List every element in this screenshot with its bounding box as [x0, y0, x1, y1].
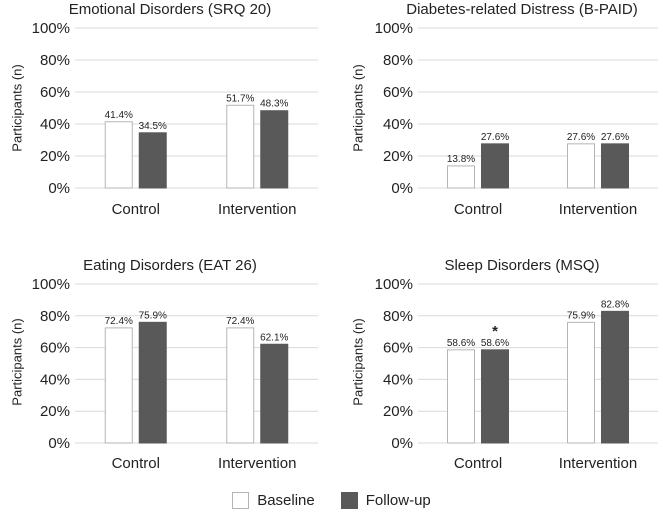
panel-2-y-tick-label: 80% — [383, 52, 413, 69]
panel-4-significance-marker: * — [492, 323, 498, 340]
panel-1-data-label: 34.5% — [139, 121, 167, 132]
panel-4-data-label: 82.8% — [601, 299, 629, 310]
panel-3-bar-followup-control — [138, 321, 167, 444]
panel-3-y-tick-label: 100% — [32, 276, 70, 293]
panel-1-data-label: 41.4% — [105, 110, 133, 121]
legend-label-baseline: Baseline — [257, 491, 315, 509]
panel-1-title: Emotional Disorders (SRQ 20) — [69, 1, 272, 18]
panel-3-bar-followup-intervention — [260, 343, 289, 444]
panel-4-y-axis-label: Participants (n) — [351, 318, 366, 405]
legend-item-followup: Follow-up — [340, 491, 431, 509]
panel-2-bar-baseline-intervention — [567, 143, 595, 189]
panel-3-category-label: Control — [112, 455, 160, 472]
panel-1-y-tick-label: 100% — [32, 20, 70, 37]
legend-swatch-followup — [340, 491, 358, 509]
panel-2-data-label: 27.6% — [481, 132, 509, 143]
panel-1-category-label: Control — [112, 201, 160, 218]
panel-1-data-label: 51.7% — [226, 93, 254, 104]
panel-2-y-axis-label: Participants (n) — [351, 64, 366, 151]
panel-4-y-tick-label: 20% — [383, 403, 413, 420]
panel-1-data-label: 48.3% — [260, 99, 288, 110]
panel-4-y-tick-label: 100% — [375, 276, 413, 293]
panel-2-category-label: Intervention — [559, 201, 637, 218]
panel-3-y-tick-label: 40% — [40, 371, 70, 388]
panel-3-bar-baseline-control — [104, 327, 133, 444]
panel-4-title: Sleep Disorders (MSQ) — [444, 257, 599, 274]
panel-2-y-tick-label: 20% — [383, 148, 413, 165]
panel-3-data-label: 72.4% — [105, 316, 133, 327]
panel-3-data-label: 75.9% — [139, 310, 167, 321]
panel-3-y-axis-label: Participants (n) — [10, 318, 25, 405]
panel-2-data-label: 13.8% — [447, 154, 475, 165]
panel-2-title: Diabetes-related Distress (B-PAID) — [406, 1, 637, 18]
panel-4-data-label: 58.6% — [447, 338, 475, 349]
panel-3-category-label: Intervention — [218, 455, 296, 472]
legend-label-followup: Follow-up — [365, 491, 431, 509]
panel-3-y-tick-label: 0% — [48, 435, 70, 452]
panel-1-y-tick-label: 60% — [40, 84, 70, 101]
panel-1-category-label: Intervention — [218, 201, 296, 218]
panel-1-y-tick-label: 0% — [48, 180, 70, 197]
panel-2-bar-followup-intervention — [601, 143, 629, 189]
panel-4-y-tick-label: 60% — [383, 340, 413, 357]
panel-2-data-label: 27.6% — [567, 132, 595, 143]
panel-2-data-label: 27.6% — [601, 132, 629, 143]
panel-4-category-label: Intervention — [559, 455, 637, 472]
panel-4-bar-baseline-intervention — [567, 321, 595, 444]
legend-item-baseline: Baseline — [232, 491, 315, 509]
panel-2-y-tick-label: 0% — [391, 180, 413, 197]
panel-2-bar-baseline-control — [447, 165, 475, 189]
panel-4-y-tick-label: 40% — [383, 371, 413, 388]
panel-4-y-tick-label: 0% — [391, 435, 413, 452]
panel-1-y-tick-label: 40% — [40, 116, 70, 133]
panel-2-y-tick-label: 40% — [383, 116, 413, 133]
legend-swatch-baseline — [232, 491, 250, 509]
panel-4-bar-followup-intervention — [601, 310, 629, 444]
panel-2-bar-followup-control — [481, 143, 509, 189]
panel-4-data-label: 58.6% — [481, 338, 509, 349]
panel-4-bar-baseline-control — [447, 349, 475, 444]
panel-3-bar-baseline-intervention — [226, 327, 255, 444]
panel-3-y-tick-label: 60% — [40, 340, 70, 357]
panel-1-bar-baseline-intervention — [226, 104, 255, 189]
panel-1-y-tick-label: 80% — [40, 52, 70, 69]
panel-2-category-label: Control — [454, 201, 502, 218]
panel-1-bar-followup-intervention — [260, 110, 289, 189]
panel-3-y-tick-label: 80% — [40, 308, 70, 325]
panel-1-y-tick-label: 20% — [40, 148, 70, 165]
panel-3-data-label: 62.1% — [260, 332, 288, 343]
panel-4-bar-followup-control — [481, 349, 509, 444]
panel-2-y-tick-label: 100% — [375, 20, 413, 37]
panel-4-category-label: Control — [454, 455, 502, 472]
panel-1-bar-followup-control — [138, 132, 167, 189]
panel-1-y-axis-label: Participants (n) — [10, 64, 25, 151]
panel-1-bar-baseline-control — [104, 121, 133, 189]
panel-4-y-tick-label: 80% — [383, 308, 413, 325]
panel-4-data-label: 75.9% — [567, 310, 595, 321]
panel-3-data-label: 72.4% — [226, 316, 254, 327]
chart-legend: Baseline Follow-up — [0, 488, 663, 512]
panel-3-title: Eating Disorders (EAT 26) — [83, 257, 257, 274]
panel-3-y-tick-label: 20% — [40, 403, 70, 420]
panel-2-y-tick-label: 60% — [383, 84, 413, 101]
